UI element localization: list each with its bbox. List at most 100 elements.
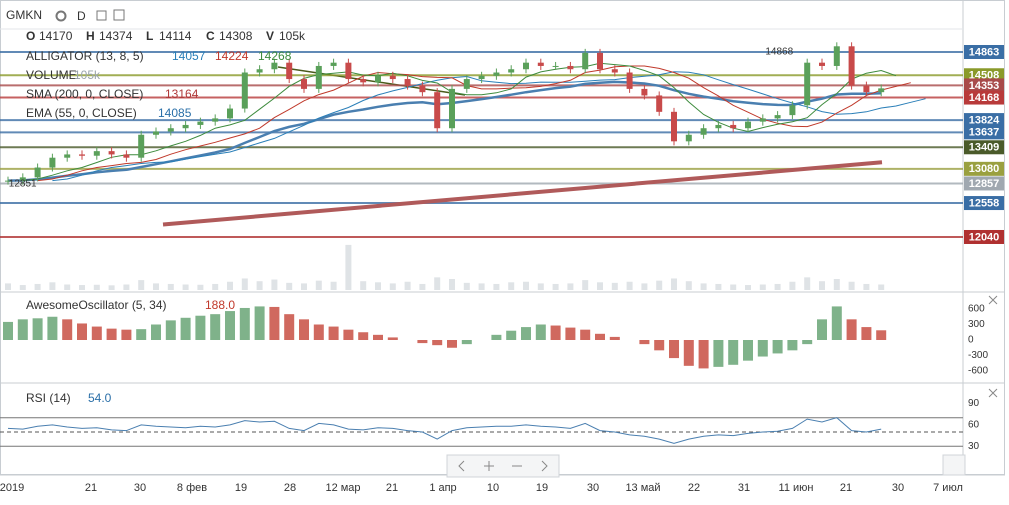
candle-body (878, 88, 885, 93)
volume-bar (19, 285, 26, 290)
candle-body (404, 79, 411, 86)
volume-bar (167, 283, 174, 290)
alligator-lips (22, 62, 897, 182)
candle-body (123, 154, 130, 158)
rsi-line (7, 417, 882, 444)
x-tick-label: 13 май (625, 482, 660, 494)
volume-bar (715, 283, 722, 290)
price-label-bg (964, 161, 1004, 176)
sma-line (162, 160, 883, 227)
candle-body (34, 167, 41, 178)
ao-bar (106, 328, 117, 340)
volume-bar (108, 285, 115, 290)
settings-icon[interactable] (55, 10, 67, 22)
ohlcv-value: 14308 (219, 29, 253, 43)
volume-bar (227, 281, 233, 290)
ao-bar (876, 330, 887, 340)
ao-bar (609, 336, 620, 340)
volume-bar (404, 281, 411, 290)
ao-bar (151, 324, 161, 340)
ao-bar (550, 325, 561, 340)
price-annotation: 14868 (765, 46, 793, 57)
price-label: 13080 (969, 163, 1000, 175)
candle-body (19, 177, 26, 181)
ao-bar (17, 319, 28, 340)
ao-tick: 0 (968, 335, 974, 346)
ao-bar (580, 329, 591, 340)
zoom-in[interactable] (484, 461, 494, 471)
ao-bar (861, 327, 872, 340)
ohlcv-value: 14114 (159, 29, 192, 43)
candle-body (153, 131, 159, 135)
volume-bar (79, 285, 85, 290)
ohlcv-key: V (266, 29, 274, 43)
candle-body (848, 46, 855, 86)
x-tick-label: 21 (386, 482, 398, 494)
volume-bar (878, 284, 885, 290)
candle-body (5, 180, 11, 182)
compare-icon[interactable] (96, 9, 125, 21)
candle-body (286, 62, 293, 80)
candle-body (212, 118, 219, 122)
x-tick-label: 8 фев (177, 482, 207, 494)
legend-name: SMA (200, 0, CLOSE) (26, 87, 143, 101)
ao-bar (180, 317, 191, 340)
ao-bar (225, 311, 235, 340)
candle-body (79, 154, 85, 156)
candle-body (360, 79, 367, 83)
candle-body (641, 88, 648, 96)
x-tick-label: 11 июн (779, 482, 814, 494)
ao-bar (77, 323, 87, 340)
interval[interactable]: D (77, 9, 86, 23)
volume-bar (256, 281, 263, 290)
legend-value: 13164 (165, 87, 199, 101)
ohlcv-key: C (206, 29, 215, 43)
reset-button[interactable] (942, 454, 966, 476)
candle-body (671, 111, 677, 142)
volume-bar (360, 281, 367, 290)
candle-body (345, 62, 352, 80)
scroll-left[interactable] (458, 460, 465, 472)
ao-name: AwesomeOscillator (5, 34) (26, 298, 167, 312)
ao-bar (802, 340, 813, 345)
candle-body (330, 62, 337, 66)
ohlcv-key: O (26, 29, 35, 43)
volume-bar (345, 244, 352, 290)
x-tick-label: 1 апр (429, 482, 456, 494)
candle-body (804, 62, 811, 106)
ohlcv-value: 105k (279, 29, 306, 43)
legend-value: 14057 (172, 49, 206, 63)
candle-body (463, 79, 470, 89)
volume-bar (449, 279, 455, 290)
candle-body (819, 62, 825, 66)
volume-bar (5, 283, 11, 290)
ao-bar (284, 314, 295, 340)
volume-bar (197, 284, 204, 290)
x-tick-label: 30 (134, 482, 146, 494)
candle-body (833, 46, 840, 66)
candle-body (138, 134, 145, 158)
ao-bar (136, 329, 147, 340)
ao-bar (373, 334, 383, 340)
close-panel-icons[interactable] (988, 295, 998, 398)
ao-last: 188.0 (205, 298, 235, 312)
scroll-right[interactable] (541, 460, 548, 472)
x-tick-label: 30 (892, 482, 904, 494)
rsi-last: 54.0 (88, 391, 112, 405)
candle-body (301, 79, 307, 89)
price-label: 13637 (969, 127, 1000, 139)
price-annotation: 12851 (9, 178, 37, 189)
candle-body (759, 118, 766, 122)
volume-bar (582, 280, 589, 290)
candle-body (419, 85, 426, 93)
ao-bar (506, 330, 517, 340)
legend-value: 14224 (215, 49, 249, 63)
candle-body (774, 115, 781, 119)
x-tick-label: 10 (487, 482, 499, 494)
volume-bar (93, 284, 100, 290)
price-label: 12857 (969, 178, 1000, 190)
x-tick-label: 19 (536, 482, 548, 494)
volume-bar (626, 281, 633, 290)
volume-bar (508, 282, 515, 290)
